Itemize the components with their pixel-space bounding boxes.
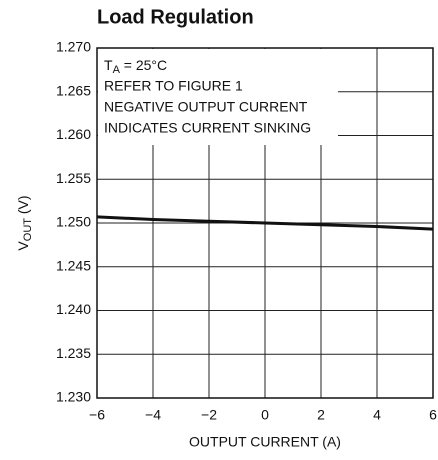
- x-tick-label: 2: [317, 407, 325, 423]
- y-label-sub: OUT: [22, 218, 34, 242]
- y-tick-label: 1.230: [56, 389, 91, 405]
- x-tick-label: −6: [89, 407, 105, 423]
- annotation-background: [98, 49, 338, 145]
- y-tick-label: 1.235: [56, 345, 91, 361]
- y-tick-label: 1.260: [56, 126, 91, 142]
- chart-title: Load Regulation: [97, 6, 254, 28]
- x-tick-label: 0: [261, 407, 269, 423]
- y-tick-label: 1.240: [56, 301, 91, 317]
- y-tick-label: 1.270: [56, 39, 91, 55]
- annotation-line: NEGATIVE OUTPUT CURRENT: [104, 99, 308, 115]
- annotation-line: REFER TO FIGURE 1: [104, 78, 243, 94]
- data-line: [96, 215, 434, 231]
- annotation-rest: = 25°C: [120, 57, 167, 73]
- plot-frame: [96, 47, 434, 399]
- y-tick-label: 1.250: [56, 214, 91, 230]
- y-tick-label: 1.265: [56, 82, 91, 98]
- y-label-rest: (V): [15, 195, 31, 218]
- annotation-line: INDICATES CURRENT SINKING: [104, 120, 311, 136]
- x-axis-label: OUTPUT CURRENT (A): [189, 434, 341, 450]
- y-label-main: V: [15, 241, 31, 251]
- y-axis-label: VOUT (V): [15, 195, 34, 250]
- y-tick-label: 1.245: [56, 257, 91, 273]
- x-tick-label: −2: [201, 407, 217, 423]
- x-tick-label: 6: [429, 407, 437, 423]
- x-tick-label: −4: [145, 407, 161, 423]
- annotation-symbol: T: [104, 57, 113, 73]
- annotation-subscript: A: [113, 64, 121, 76]
- y-tick-label: 1.255: [56, 170, 91, 186]
- x-tick-label: 4: [373, 407, 381, 423]
- annotation-condition: TA = 25°C: [104, 57, 167, 76]
